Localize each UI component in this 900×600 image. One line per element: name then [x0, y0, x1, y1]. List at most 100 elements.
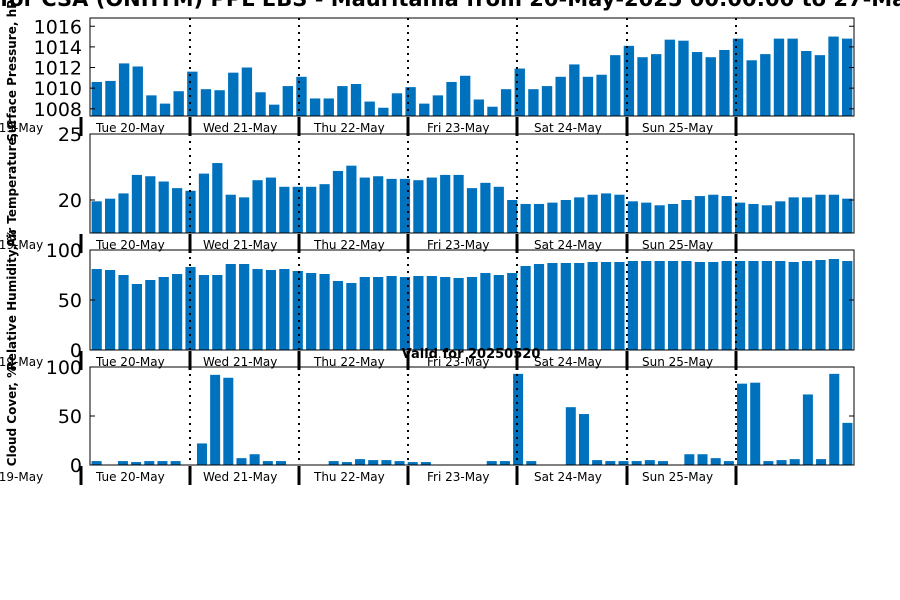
bar: [560, 263, 571, 350]
y-axis-label: Cloud Cover, %: [5, 366, 19, 466]
bar: [578, 414, 589, 465]
bar: [719, 49, 730, 117]
day-label: Thu 22-May: [313, 470, 385, 484]
bar: [574, 263, 585, 350]
day-label: Sat 24-May: [534, 121, 602, 135]
bar: [407, 462, 418, 465]
y-axis-label: Air Temperature, C: [5, 120, 19, 248]
bar: [691, 52, 703, 116]
bar: [350, 84, 362, 116]
bar: [732, 38, 744, 116]
bar: [440, 277, 451, 350]
bar: [513, 373, 524, 465]
valid-label: Valid for 20250520: [402, 347, 541, 362]
bar: [420, 462, 431, 465]
bar: [394, 461, 405, 465]
y-tick-label: 50: [58, 290, 82, 312]
bar: [346, 283, 357, 350]
bar: [493, 186, 504, 233]
bar: [574, 197, 585, 233]
bar: [426, 276, 437, 350]
bar: [118, 63, 130, 116]
bar: [268, 104, 280, 116]
day-label: Sat 24-May: [534, 355, 602, 369]
bar: [173, 91, 184, 116]
bar: [306, 273, 317, 350]
bar: [359, 177, 370, 233]
bar: [381, 460, 392, 465]
day-label: Tue 20-May: [95, 238, 165, 252]
day-label: Tue 20-May: [95, 355, 165, 369]
bar: [555, 76, 566, 116]
bar: [296, 76, 307, 116]
bar: [332, 281, 344, 350]
bar: [373, 277, 384, 350]
bar: [145, 176, 156, 233]
bar: [341, 462, 352, 465]
y-tick-label: 100: [46, 240, 82, 262]
bar: [627, 201, 638, 233]
bar: [788, 197, 799, 233]
bar: [292, 186, 303, 233]
bar: [144, 461, 155, 465]
bar: [816, 459, 827, 465]
bar: [664, 39, 676, 116]
bar: [157, 461, 168, 465]
y-axis-label: Surface Pressure, hPa: [5, 0, 19, 142]
bar: [265, 177, 277, 233]
bar: [587, 194, 598, 233]
day-label: Fri 23-May: [427, 238, 490, 252]
day-label: on 19-May: [0, 121, 43, 135]
bar: [319, 274, 330, 350]
bar: [105, 80, 116, 116]
bar: [118, 275, 129, 350]
day-label: Sun 25-May: [642, 355, 713, 369]
day-label: Fri 23-May: [427, 355, 490, 369]
bar: [842, 198, 853, 233]
bar: [520, 266, 531, 350]
y-tick-label: 25: [58, 124, 82, 146]
bar: [694, 196, 705, 233]
day-label: Sun 25-May: [642, 470, 713, 484]
bar: [91, 201, 102, 233]
bar: [775, 201, 786, 233]
bar: [828, 36, 839, 116]
bar: [275, 461, 286, 465]
bar: [131, 284, 143, 350]
bar: [678, 40, 689, 116]
bar: [228, 72, 239, 116]
bar: [592, 460, 603, 465]
bar: [614, 194, 625, 233]
bar: [842, 261, 853, 350]
bar: [528, 89, 539, 116]
bar: [146, 95, 157, 116]
y-tick-label: 1010: [34, 78, 82, 100]
bar: [378, 107, 389, 116]
bar: [419, 103, 430, 116]
bar: [252, 269, 263, 350]
plot-frame: [89, 17, 855, 117]
bar: [533, 264, 545, 350]
bar: [644, 460, 655, 465]
day-label: Tue 20-May: [95, 121, 165, 135]
bar: [520, 203, 531, 233]
bar: [734, 202, 746, 233]
bar: [319, 184, 330, 233]
bar: [309, 98, 321, 116]
day-label: Sun 25-May: [642, 121, 713, 135]
bar: [328, 461, 339, 465]
bar: [801, 51, 812, 117]
bar: [789, 459, 800, 465]
y-tick-label: 1012: [34, 58, 82, 80]
bar: [440, 174, 451, 233]
bar: [746, 60, 757, 116]
bar: [255, 92, 266, 116]
bar: [453, 278, 464, 350]
bar: [198, 173, 210, 233]
bar: [262, 461, 273, 465]
bar: [131, 174, 143, 233]
bar: [453, 174, 464, 233]
y-tick-label: 1014: [34, 37, 82, 59]
bar: [600, 193, 612, 233]
day-label: Sat 24-May: [534, 238, 602, 252]
